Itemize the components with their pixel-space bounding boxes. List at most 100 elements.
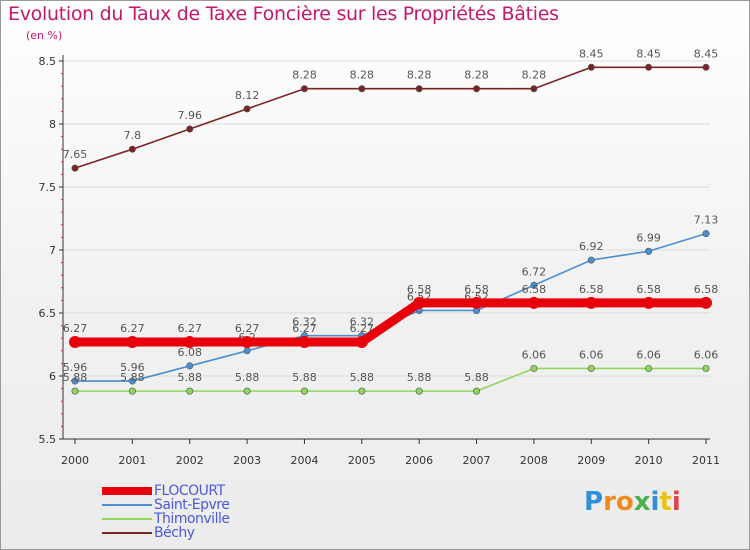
data-label-flocourt: 6.27 (177, 322, 202, 335)
data-point-b-chy (300, 85, 308, 93)
data-point-flocourt (413, 296, 426, 309)
x-tick-label: 2002 (176, 454, 204, 467)
data-point-saint-epvre (702, 230, 710, 238)
logo-letter: r (603, 487, 616, 517)
data-point-flocourt (241, 335, 254, 348)
data-label-thimonville: 5.88 (120, 371, 145, 384)
data-label-thimonville: 5.88 (407, 371, 432, 384)
legend-label-flocourt: FLOCOURT (154, 483, 225, 499)
legend-swatch-bechy (102, 532, 152, 534)
data-point-flocourt (183, 335, 196, 348)
logo-letter: i (650, 487, 660, 517)
data-label-saint-epvre: 6.92 (579, 240, 604, 253)
data-point-b-chy (358, 85, 366, 93)
data-label-saint-epvre: 6.08 (177, 346, 202, 359)
data-label-flocourt: 6.58 (522, 283, 547, 296)
x-tick-label: 2006 (405, 454, 433, 467)
data-point-flocourt (527, 296, 540, 309)
y-tick-label: 8 (49, 118, 56, 131)
data-point-saint-epvre (128, 377, 136, 385)
data-point-flocourt (470, 296, 483, 309)
data-label-flocourt: 6.58 (694, 283, 719, 296)
proxiti-logo: Proxiti (584, 487, 681, 517)
y-tick-label: 7.5 (39, 181, 57, 194)
data-label-flocourt: 6.58 (636, 283, 661, 296)
data-label-flocourt: 6.27 (235, 322, 260, 335)
data-point-saint-epvre (186, 362, 194, 370)
data-label-saint-epvre: 5.96 (63, 361, 88, 374)
x-tick-label: 2001 (118, 454, 146, 467)
logo-letter: P (584, 487, 604, 517)
data-label-b-chy: 8.28 (464, 69, 489, 82)
data-point-flocourt (126, 335, 139, 348)
x-tick-label: 2011 (692, 454, 720, 467)
data-point-flocourt (700, 296, 712, 309)
data-point-thimonville (71, 387, 79, 395)
data-label-thimonville: 5.88 (464, 371, 489, 384)
data-label-b-chy: 8.28 (350, 69, 375, 82)
data-label-b-chy: 8.45 (694, 47, 719, 60)
data-point-b-chy (128, 145, 136, 153)
data-label-flocourt: 6.27 (350, 322, 375, 335)
logo-letter: x (633, 487, 651, 517)
data-label-flocourt: 6.58 (579, 283, 604, 296)
logo-letter: i (671, 487, 681, 517)
data-label-flocourt: 6.27 (120, 322, 145, 335)
data-point-b-chy (186, 125, 194, 133)
data-label-b-chy: 8.12 (235, 89, 260, 102)
unit-label: (en %) (26, 29, 63, 42)
legend-swatch-flocourt (102, 487, 152, 495)
data-label-b-chy: 7.65 (63, 148, 88, 161)
data-point-thimonville (243, 387, 251, 395)
data-point-flocourt (355, 335, 368, 348)
data-label-b-chy: 7.96 (177, 109, 202, 122)
data-point-thimonville (473, 387, 481, 395)
data-label-flocourt: 6.27 (63, 322, 88, 335)
legend-swatch-thimonville (102, 518, 152, 520)
data-label-saint-epvre: 6.72 (522, 265, 547, 278)
series-line-b-chy (74, 66, 706, 169)
data-label-b-chy: 8.28 (522, 69, 547, 82)
y-tick-label: 7 (49, 244, 56, 257)
data-label-b-chy: 8.45 (636, 47, 661, 60)
y-tick-label: 6.5 (39, 307, 57, 320)
legend-label-bechy: Béchy (154, 525, 195, 541)
data-label-saint-epvre: 5.96 (120, 361, 145, 374)
y-tick-label: 8.5 (39, 55, 57, 68)
data-point-thimonville (128, 387, 136, 395)
data-point-saint-epvre (645, 247, 653, 255)
data-label-flocourt: 6.58 (407, 283, 432, 296)
data-label-b-chy: 8.45 (579, 47, 604, 60)
logo-letter: t (659, 487, 672, 517)
x-tick-label: 2010 (635, 454, 663, 467)
x-tick-label: 2004 (290, 454, 318, 467)
x-tick-label: 2005 (348, 454, 376, 467)
data-label-thimonville: 5.88 (350, 371, 375, 384)
legend-swatch-saint-epvre (102, 504, 152, 506)
data-point-flocourt (642, 296, 655, 309)
x-tick-label: 2008 (520, 454, 548, 467)
logo-letter: o (615, 487, 634, 517)
data-label-saint-epvre: 7.13 (694, 214, 719, 227)
y-tick-label: 6 (49, 370, 56, 383)
data-label-flocourt: 6.58 (464, 283, 489, 296)
data-label-saint-epvre: 6.99 (636, 231, 661, 244)
data-label-thimonville: 5.88 (235, 371, 260, 384)
data-label-b-chy: 8.28 (292, 69, 317, 82)
y-tick-label: 5.5 (39, 433, 57, 446)
legend-label-thimonville: Thimonville (154, 511, 230, 527)
data-point-b-chy (473, 85, 481, 93)
data-point-b-chy (702, 63, 710, 71)
data-point-saint-epvre (71, 377, 79, 385)
data-label-b-chy: 8.28 (407, 69, 432, 82)
data-label-thimonville: 5.88 (63, 371, 88, 384)
x-tick-label: 2009 (577, 454, 605, 467)
legend-label-saint-epvre: Saint-Epvre (154, 497, 230, 513)
data-label-saint-epvre: 6.32 (292, 316, 317, 329)
data-label-thimonville: 6.06 (694, 348, 719, 361)
data-point-b-chy (71, 164, 79, 172)
data-label-thimonville: 5.88 (292, 371, 317, 384)
data-point-thimonville (300, 387, 308, 395)
